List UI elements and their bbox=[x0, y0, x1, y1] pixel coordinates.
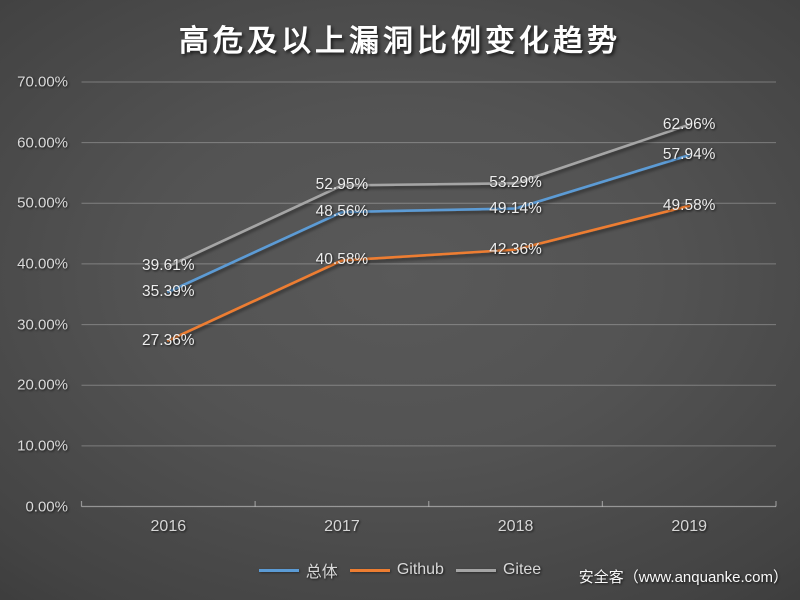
legend-item-gitee: Gitee bbox=[455, 561, 542, 579]
legend-label: Github bbox=[396, 561, 444, 578]
legend-swatch bbox=[258, 568, 299, 572]
legend-label: Gitee bbox=[502, 561, 542, 578]
data-label-overall: 49.14% bbox=[489, 199, 542, 217]
series-line-overall bbox=[167, 153, 691, 294]
series-line-gitee bbox=[167, 123, 691, 268]
y-tick-label: 70.00% bbox=[17, 73, 68, 91]
legend-item-github: Github bbox=[349, 561, 444, 579]
data-label-github: 27.36% bbox=[142, 331, 195, 349]
data-label-github: 40.58% bbox=[315, 251, 369, 269]
data-label-gitee: 53.29% bbox=[489, 174, 542, 192]
data-label-gitee: 52.95% bbox=[315, 176, 369, 194]
data-label-overall: 35.39% bbox=[142, 282, 195, 300]
x-category-label: 2016 bbox=[150, 518, 187, 535]
y-tick-label: 10.00% bbox=[17, 437, 68, 455]
y-tick-label: 50.00% bbox=[17, 194, 68, 212]
data-label-github: 49.58% bbox=[662, 196, 716, 214]
y-tick-label: 20.00% bbox=[17, 376, 68, 394]
x-category-label: 2017 bbox=[324, 518, 360, 535]
data-label-github: 42.36% bbox=[489, 240, 542, 258]
y-tick-label: 0.00% bbox=[25, 498, 68, 515]
data-label-gitee: 62.96% bbox=[662, 115, 716, 133]
legend-swatch bbox=[349, 568, 390, 572]
watermark: 安全客（www.anquanke.com） bbox=[578, 569, 788, 586]
series-line-github bbox=[167, 204, 691, 342]
x-category-label: 2019 bbox=[671, 518, 707, 535]
data-label-gitee: 39.61% bbox=[142, 257, 195, 275]
y-tick-label: 30.00% bbox=[17, 316, 68, 334]
legend-swatch bbox=[455, 568, 496, 572]
y-tick-label: 60.00% bbox=[17, 134, 68, 152]
y-tick-label: 40.00% bbox=[17, 255, 68, 273]
legend-item-overall: 总体 bbox=[258, 558, 338, 582]
chart-title: 高危及以上漏洞比例变化趋势 bbox=[179, 25, 621, 58]
legend-label: 总体 bbox=[305, 564, 338, 581]
legend: 总体 Github Gitee bbox=[0, 559, 800, 581]
data-label-overall: 48.56% bbox=[315, 203, 369, 221]
data-label-overall: 57.94% bbox=[662, 146, 716, 164]
x-category-label: 2018 bbox=[497, 518, 534, 535]
